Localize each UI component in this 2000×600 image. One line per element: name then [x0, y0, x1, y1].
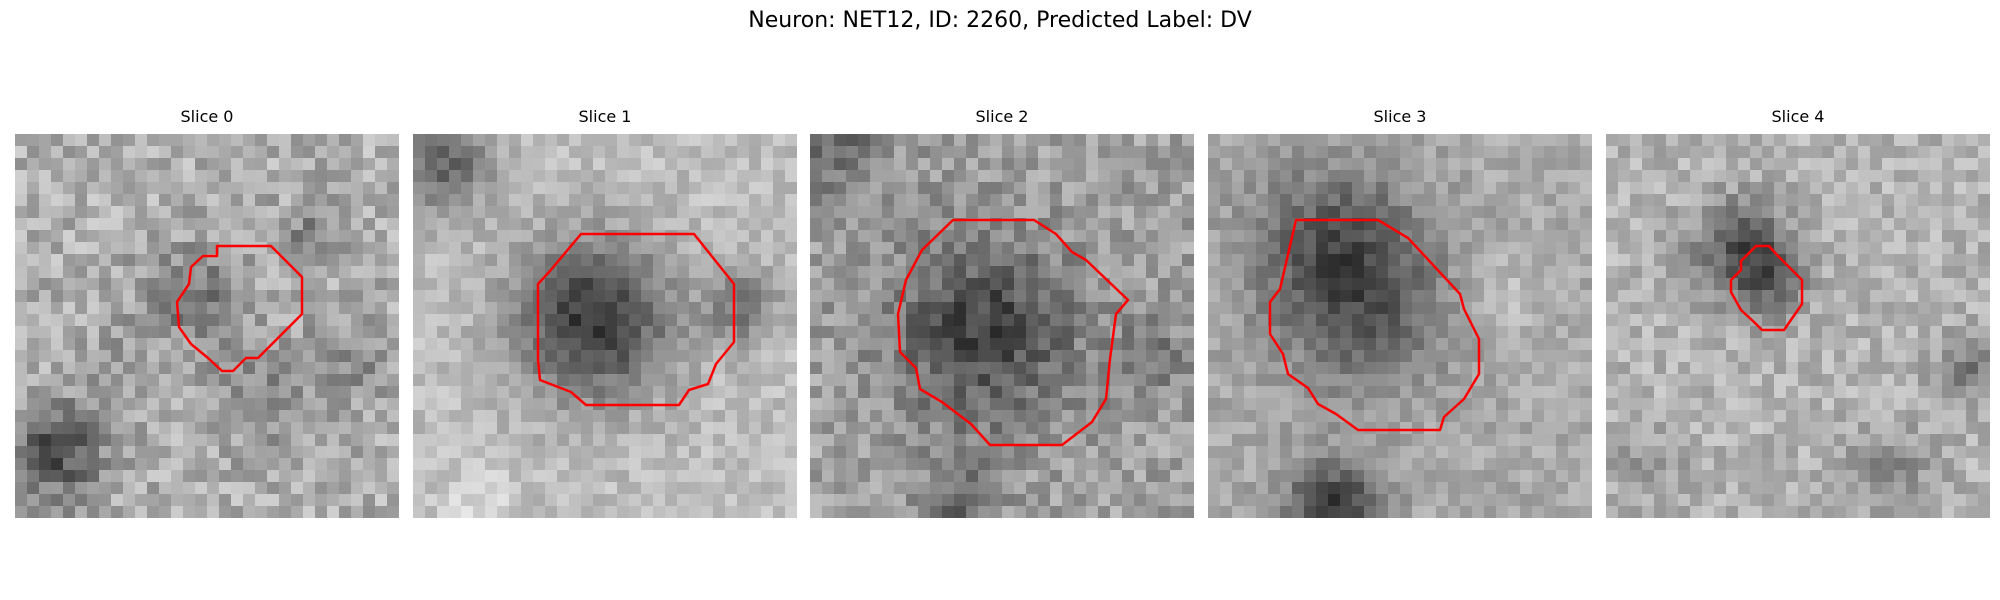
slice-0-pixels	[15, 134, 399, 518]
slice-panel-3: Slice 3	[1208, 106, 1592, 518]
roi-outline-3	[1268, 218, 1481, 432]
roi-outline-1	[536, 232, 736, 407]
figure-title: Neuron: NET12, ID: 2260, Predicted Label…	[748, 8, 1252, 33]
slice-image-1	[413, 134, 797, 518]
roi-outline-0	[175, 244, 304, 373]
slice-panel-2: Slice 2	[810, 106, 1194, 518]
slice-title-0: Slice 0	[180, 107, 234, 126]
slice-4-pixels	[1606, 134, 1990, 518]
slice-image-0	[15, 134, 399, 518]
slice-panel-1: Slice 1	[413, 106, 797, 518]
slice-title-3: Slice 3	[1373, 107, 1427, 126]
slice-image-4	[1606, 134, 1990, 518]
roi-outline-4	[1729, 244, 1804, 332]
slice-2-pixels	[810, 134, 1194, 518]
slice-image-3	[1208, 134, 1592, 518]
slice-title-4: Slice 4	[1771, 107, 1825, 126]
slice-1-pixels	[413, 134, 797, 518]
slice-image-2	[810, 134, 1194, 518]
slice-title-1: Slice 1	[578, 107, 632, 126]
slice-panel-0: Slice 0	[15, 106, 399, 518]
slice-3-pixels	[1208, 134, 1592, 518]
roi-outline-2	[896, 218, 1130, 447]
slice-panel-4: Slice 4	[1606, 106, 1990, 518]
slice-title-2: Slice 2	[975, 107, 1029, 126]
